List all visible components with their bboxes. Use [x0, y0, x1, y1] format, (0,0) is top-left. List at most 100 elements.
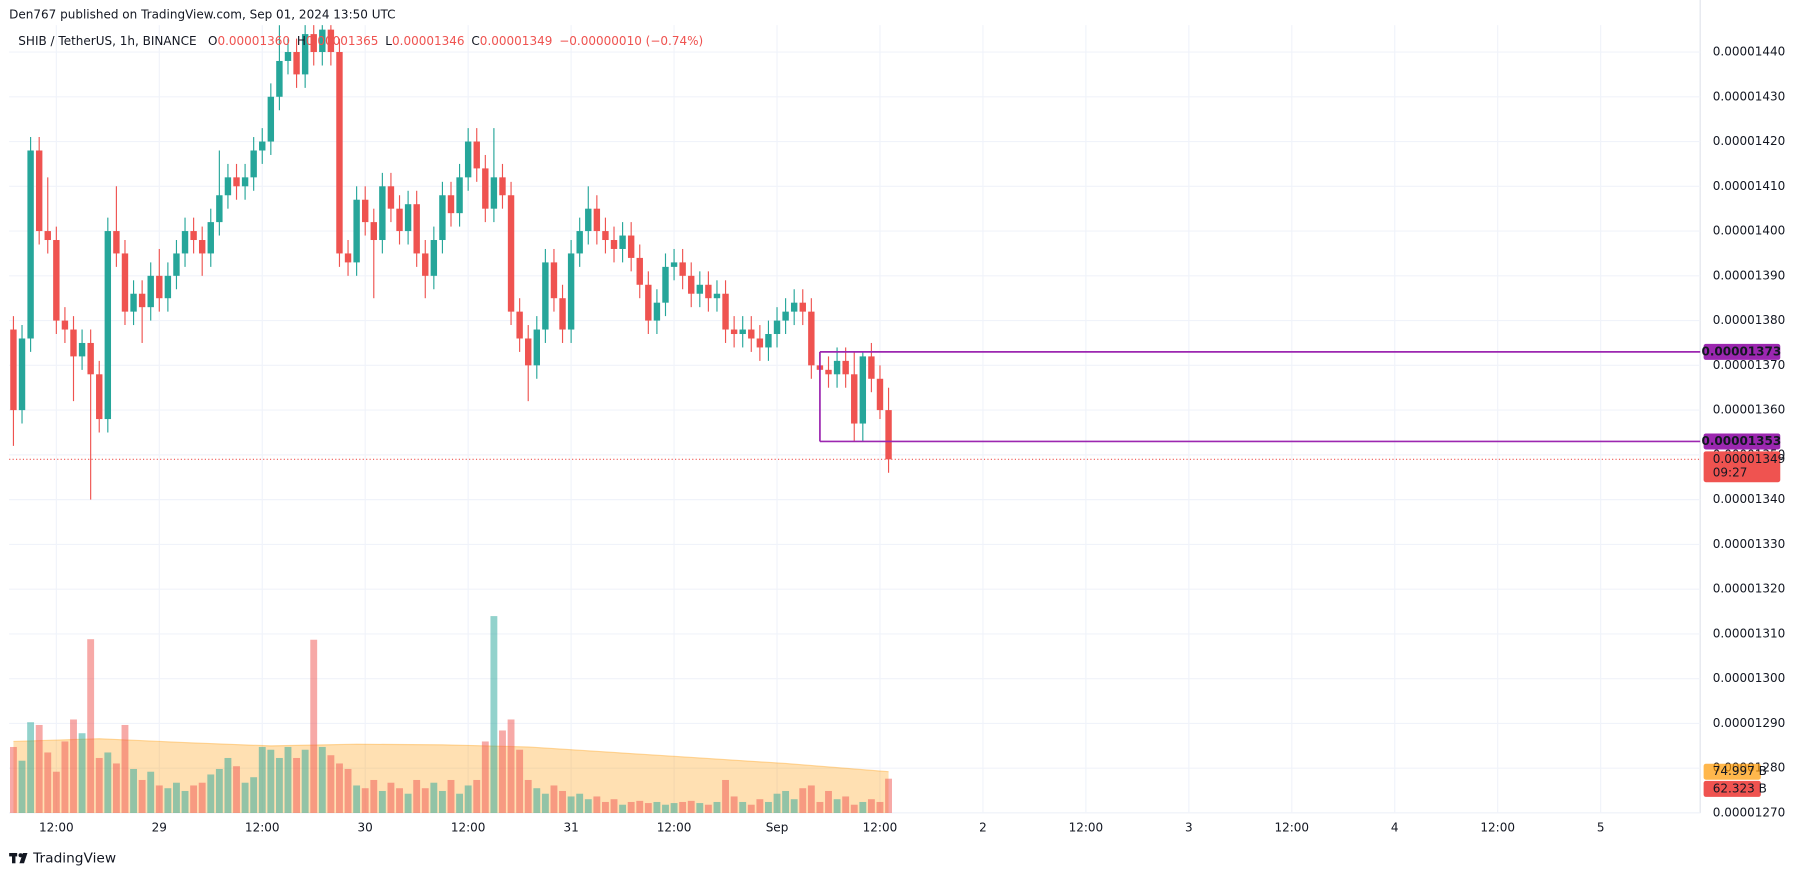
candle-body: [344, 253, 352, 263]
volume-bar: [541, 793, 549, 813]
volume-bar: [87, 639, 95, 813]
candle-body: [636, 257, 643, 285]
symbol-legend: SHIB / TetherUS, 1h, BINANCE O0.00001360 H…: [18, 34, 703, 48]
volume-bar: [215, 768, 223, 813]
volume-bar: [293, 757, 301, 813]
volume-bar: [687, 800, 695, 813]
volume-label-box: [1703, 780, 1761, 797]
volume-bar: [499, 730, 506, 813]
candle-body: [413, 204, 420, 254]
volume-bar: [447, 779, 455, 813]
x-tick-label: 30: [358, 820, 373, 834]
volume-bar: [507, 719, 515, 813]
candle-body: [293, 52, 300, 75]
volume-bar: [378, 790, 386, 813]
candle-body: [422, 253, 429, 276]
candle-body: [550, 262, 558, 299]
volume-bar: [593, 796, 601, 813]
candle-body: [748, 329, 755, 339]
last-price-label: 0.00001349: [1713, 452, 1786, 466]
candle-body: [379, 186, 386, 241]
candle-body: [396, 208, 403, 232]
candle-body: [507, 195, 515, 312]
volume-bar: [490, 616, 498, 813]
candle-body: [713, 293, 721, 299]
candle-body: [593, 208, 601, 232]
candle-body: [670, 262, 678, 267]
candle-body: [722, 293, 729, 330]
candle-body: [567, 253, 575, 330]
overlays: 0.000012700.000012800.000012900.00001300…: [9, 45, 1786, 834]
candle-body: [404, 204, 412, 232]
level-label-box: [1703, 433, 1781, 450]
volume-ma-label: 74.997 B: [1713, 764, 1767, 778]
volume-bar: [730, 796, 738, 813]
volume-bar: [619, 804, 627, 813]
candle-body: [773, 320, 781, 335]
candle-body: [96, 374, 103, 420]
candle-body: [688, 275, 695, 294]
volume-bar: [52, 771, 60, 813]
volume-bar: [370, 779, 378, 813]
volume-bar: [336, 763, 343, 813]
candle-body: [525, 338, 532, 366]
candle-body: [130, 293, 137, 312]
volume-bar: [104, 752, 112, 813]
volume-bar: [782, 790, 790, 813]
candle-body: [825, 369, 832, 375]
candle-body: [113, 231, 120, 254]
candle-body: [842, 360, 849, 375]
volume-bar: [747, 804, 755, 813]
candle-body: [301, 34, 309, 75]
candle-body: [156, 275, 163, 299]
volume-bar: [44, 752, 52, 813]
y-tick-label: 0.00001370: [1713, 358, 1786, 372]
candle-body: [198, 240, 206, 254]
candle-body: [447, 195, 455, 214]
candle-body: [121, 253, 129, 312]
y-tick-label: 0.00001320: [1713, 582, 1786, 596]
volume-bar: [473, 779, 481, 813]
candle-body: [833, 360, 841, 375]
volume-bar: [224, 757, 232, 813]
volume-bar: [121, 724, 129, 813]
volume-bar: [464, 785, 472, 813]
volume-bar: [576, 793, 584, 813]
y-tick-label: 0.00001330: [1713, 537, 1786, 551]
x-tick-label: 2: [979, 820, 987, 834]
volume-bar: [627, 801, 635, 813]
y-tick-label: 0.00001390: [1713, 268, 1786, 282]
y-tick-label: 0.00001340: [1713, 492, 1786, 506]
candle-body: [473, 141, 480, 169]
candle-body: [164, 275, 172, 299]
volume-bar: [258, 746, 266, 813]
candle-body: [53, 240, 60, 321]
volume-bar: [704, 804, 712, 813]
y-tick-label: 0.00001310: [1713, 626, 1786, 640]
candle-body: [559, 298, 566, 330]
candle-body: [662, 266, 669, 303]
candle-body: [259, 141, 266, 151]
volume-bar: [644, 803, 652, 813]
volume-bar: [267, 749, 275, 813]
candle-body: [439, 195, 446, 241]
x-tick-label: 4: [1391, 820, 1399, 834]
candle-body: [602, 231, 609, 241]
volume-bar: [799, 788, 807, 813]
volume-bar: [404, 793, 412, 813]
volume-bar: [35, 724, 43, 813]
volume-bar: [301, 749, 309, 813]
y-tick-label: 0.00001410: [1713, 179, 1786, 193]
volume-bar: [601, 801, 609, 813]
candle-body: [739, 329, 746, 335]
volume-bar: [524, 779, 532, 813]
volume-bar: [653, 801, 661, 813]
volume-bar: [481, 741, 489, 813]
volume-bar: [318, 746, 326, 813]
level-label: 0.00001353: [1701, 434, 1781, 448]
y-tick-label: 0.00001270: [1713, 805, 1786, 819]
legend-key: O: [208, 34, 217, 48]
y-tick-label: 0.00001380: [1713, 313, 1786, 327]
volume-bar: [310, 639, 318, 813]
